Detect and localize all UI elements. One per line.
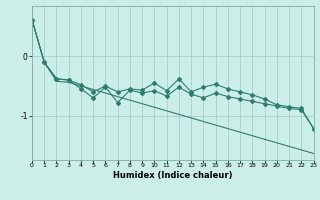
X-axis label: Humidex (Indice chaleur): Humidex (Indice chaleur) (113, 171, 233, 180)
